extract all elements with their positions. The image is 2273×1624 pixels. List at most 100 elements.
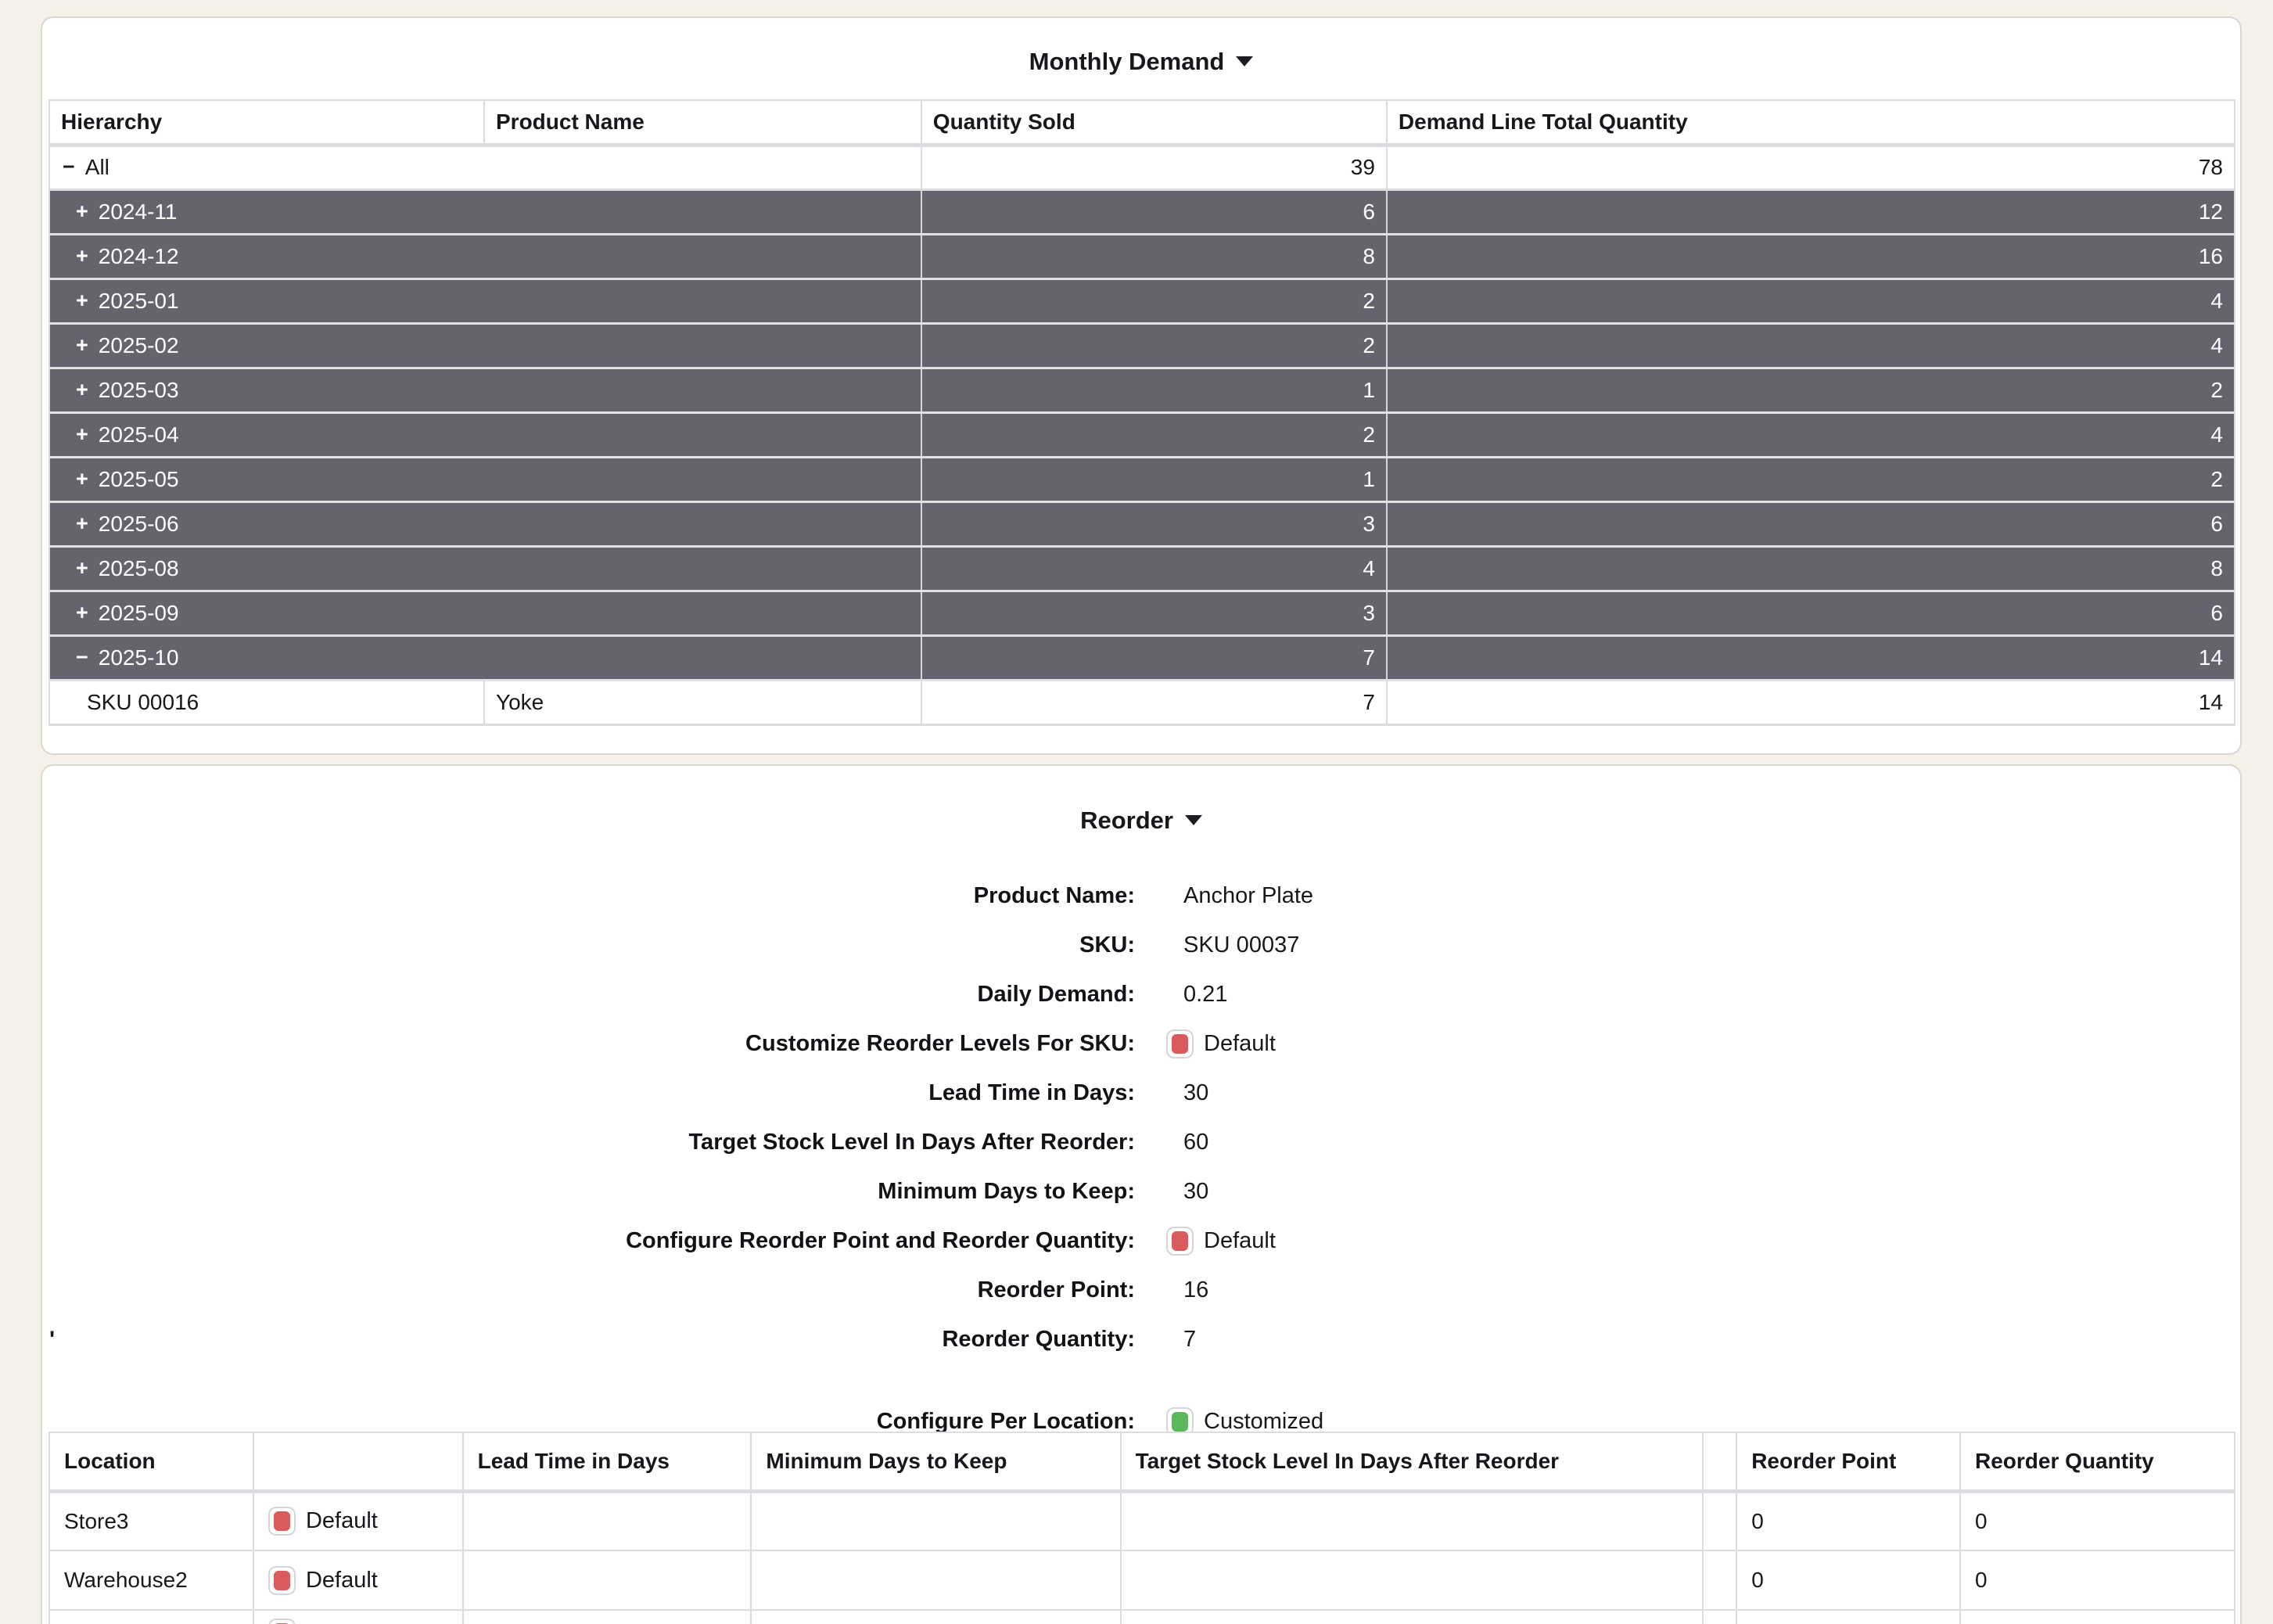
lead-time-cell: [461, 1490, 752, 1551]
reorder-field-row: Daily Demand: 0.21: [42, 970, 2240, 1019]
demand-total-cell: 78: [1385, 144, 2236, 191]
demand-row-2025-10[interactable]: −2025-10 7 14: [48, 634, 2236, 681]
hierarchy-cell: +2025-08: [48, 545, 922, 592]
field-value: 30: [1183, 1179, 1209, 1204]
hierarchy-cell: −2025-10: [48, 634, 922, 681]
demand-row-2025-03[interactable]: +2025-03 1 2: [48, 367, 2236, 414]
reorder-point-cell: [1736, 1609, 1962, 1624]
hierarchy-cell: − All: [48, 144, 922, 191]
expand-plus-icon[interactable]: +: [76, 555, 88, 580]
row-checkbox-group: Default: [268, 1507, 448, 1536]
reorder-field-row: Product Name: Anchor Plate: [42, 871, 2240, 921]
field-label: Minimum Days to Keep:: [878, 1179, 1135, 1204]
reorder-field-row: Lead Time in Days: 30: [42, 1069, 2240, 1118]
target-stock-cell: [1119, 1609, 1704, 1624]
col-header-target-stock: Target Stock Level In Days After Reorder: [1119, 1432, 1704, 1493]
location-row-partial: [48, 1609, 2235, 1624]
demand-row-2025-06[interactable]: +2025-06 3 6: [48, 501, 2236, 548]
customize-cell: Default: [252, 1550, 464, 1611]
hierarchy-cell: +2025-02: [48, 322, 922, 369]
field-value: 30: [1183, 1080, 1209, 1105]
monthly-demand-table: Hierarchy Product Name Quantity Sold Dem…: [48, 99, 2236, 726]
demand-total-cell: 4: [1385, 322, 2236, 369]
expand-plus-icon[interactable]: +: [76, 377, 88, 401]
expand-plus-icon[interactable]: +: [76, 288, 88, 312]
row-status-label: Default: [305, 1508, 378, 1534]
row-status-checkbox[interactable]: [268, 1619, 296, 1624]
reorder-point-cell: 0: [1736, 1490, 1962, 1551]
hierarchy-cell: +2025-06: [48, 501, 922, 548]
chevron-down-icon: [1184, 815, 1202, 826]
col-header-reorder-quantity: Reorder Quantity: [1959, 1432, 2235, 1493]
expand-plus-icon[interactable]: +: [76, 243, 88, 268]
field-label: SKU:: [1079, 932, 1135, 958]
target-stock-cell: [1119, 1490, 1704, 1551]
reorder-quantity-cell: [1959, 1609, 2235, 1624]
expand-plus-icon[interactable]: +: [76, 199, 88, 223]
location-table-header-row: Location Lead Time in Days Minimum Days …: [48, 1432, 2235, 1493]
row-status-checkbox[interactable]: [268, 1507, 296, 1536]
demand-total-cell: 4: [1385, 278, 2236, 325]
collapse-minus-icon[interactable]: −: [63, 155, 75, 178]
reorder-title-dropdown[interactable]: Reorder: [42, 807, 2240, 835]
row-checkbox-group: Default: [268, 1565, 448, 1595]
field-value: 16: [1183, 1277, 1209, 1302]
hierarchy-cell: SKU 00016: [48, 679, 485, 726]
expand-plus-icon[interactable]: +: [76, 332, 88, 357]
expand-plus-icon[interactable]: +: [76, 466, 88, 490]
minimum-days-cell: [750, 1490, 1122, 1551]
demand-row-2025-04[interactable]: +2025-04 2 4: [48, 411, 2236, 458]
reorder-point-cell: 0: [1736, 1550, 1962, 1611]
reorder-field-row: Customize Reorder Levels For SKU: Default: [42, 1019, 2240, 1069]
field-label: Customize Reorder Levels For SKU:: [745, 1031, 1135, 1056]
monthly-demand-title-dropdown[interactable]: Monthly Demand: [42, 48, 2240, 76]
hierarchy-cell: +2024-12: [48, 233, 922, 280]
field-label: Reorder Point:: [977, 1277, 1135, 1302]
field-status-checkbox[interactable]: [1166, 1029, 1194, 1058]
demand-total-cell: 16: [1385, 233, 2236, 280]
demand-row-2024-11[interactable]: +2024-11 6 12: [48, 189, 2236, 235]
field-status-checkbox[interactable]: [1166, 1227, 1194, 1256]
reorder-title: Reorder: [1080, 807, 1173, 834]
quantity-sold-cell: 3: [920, 501, 1388, 548]
customize-cell: Default: [252, 1490, 464, 1551]
target-stock-cell: [1119, 1550, 1704, 1611]
chevron-down-icon: [1236, 56, 1254, 67]
configure-per-location-checkbox[interactable]: [1166, 1407, 1194, 1436]
col-header-customize: [252, 1432, 464, 1493]
quantity-sold-cell: 7: [920, 634, 1388, 681]
monthly-demand-header-row: Hierarchy Product Name Quantity Sold Dem…: [48, 99, 2236, 147]
minimum-days-cell: [750, 1550, 1122, 1611]
quantity-sold-cell: 1: [920, 367, 1388, 414]
demand-row-2025-05[interactable]: +2025-05 1 2: [48, 456, 2236, 503]
demand-row-2025-02[interactable]: +2025-02 2 4: [48, 322, 2236, 369]
row-status-checkbox[interactable]: [268, 1565, 296, 1595]
reorder-field-row: Reorder Quantity: 7: [42, 1315, 2240, 1364]
monthly-demand-table-wrap: Hierarchy Product Name Quantity Sold Dem…: [48, 99, 2236, 726]
demand-row-2025-01[interactable]: +2025-01 2 4: [48, 278, 2236, 325]
green-status-swatch: [1172, 1412, 1188, 1432]
red-status-swatch: [1172, 1231, 1188, 1251]
expand-plus-icon[interactable]: +: [76, 511, 88, 535]
demand-row-2024-12[interactable]: +2024-12 8 16: [48, 233, 2236, 280]
expand-plus-icon[interactable]: +: [76, 600, 88, 624]
demand-total-cell: 6: [1385, 501, 2236, 548]
demand-total-cell: 4: [1385, 411, 2236, 458]
expand-plus-icon[interactable]: +: [76, 422, 88, 446]
quantity-sold-cell: 6: [920, 189, 1388, 235]
demand-total-cell: 2: [1385, 367, 2236, 414]
demand-row-sku-00016[interactable]: SKU 00016 Yoke 7 14: [48, 679, 2236, 726]
field-label: Reorder Quantity:: [942, 1327, 1135, 1352]
demand-row-all[interactable]: − All 39 78: [48, 144, 2236, 191]
configure-per-location-value: Customized: [1204, 1409, 1324, 1434]
spacer-cell: [1702, 1609, 1738, 1624]
quantity-sold-cell: 1: [920, 456, 1388, 503]
reorder-field-row: Reorder Point: 16: [42, 1266, 2240, 1315]
quantity-sold-cell: 39: [920, 144, 1388, 191]
reorder-quantity-cell: 0: [1959, 1550, 2235, 1611]
demand-row-2025-09[interactable]: +2025-09 3 6: [48, 590, 2236, 637]
quantity-sold-cell: 2: [920, 411, 1388, 458]
demand-row-2025-08[interactable]: +2025-08 4 8: [48, 545, 2236, 592]
field-label: Configure Reorder Point and Reorder Quan…: [626, 1228, 1135, 1253]
collapse-minus-icon[interactable]: −: [76, 645, 88, 669]
